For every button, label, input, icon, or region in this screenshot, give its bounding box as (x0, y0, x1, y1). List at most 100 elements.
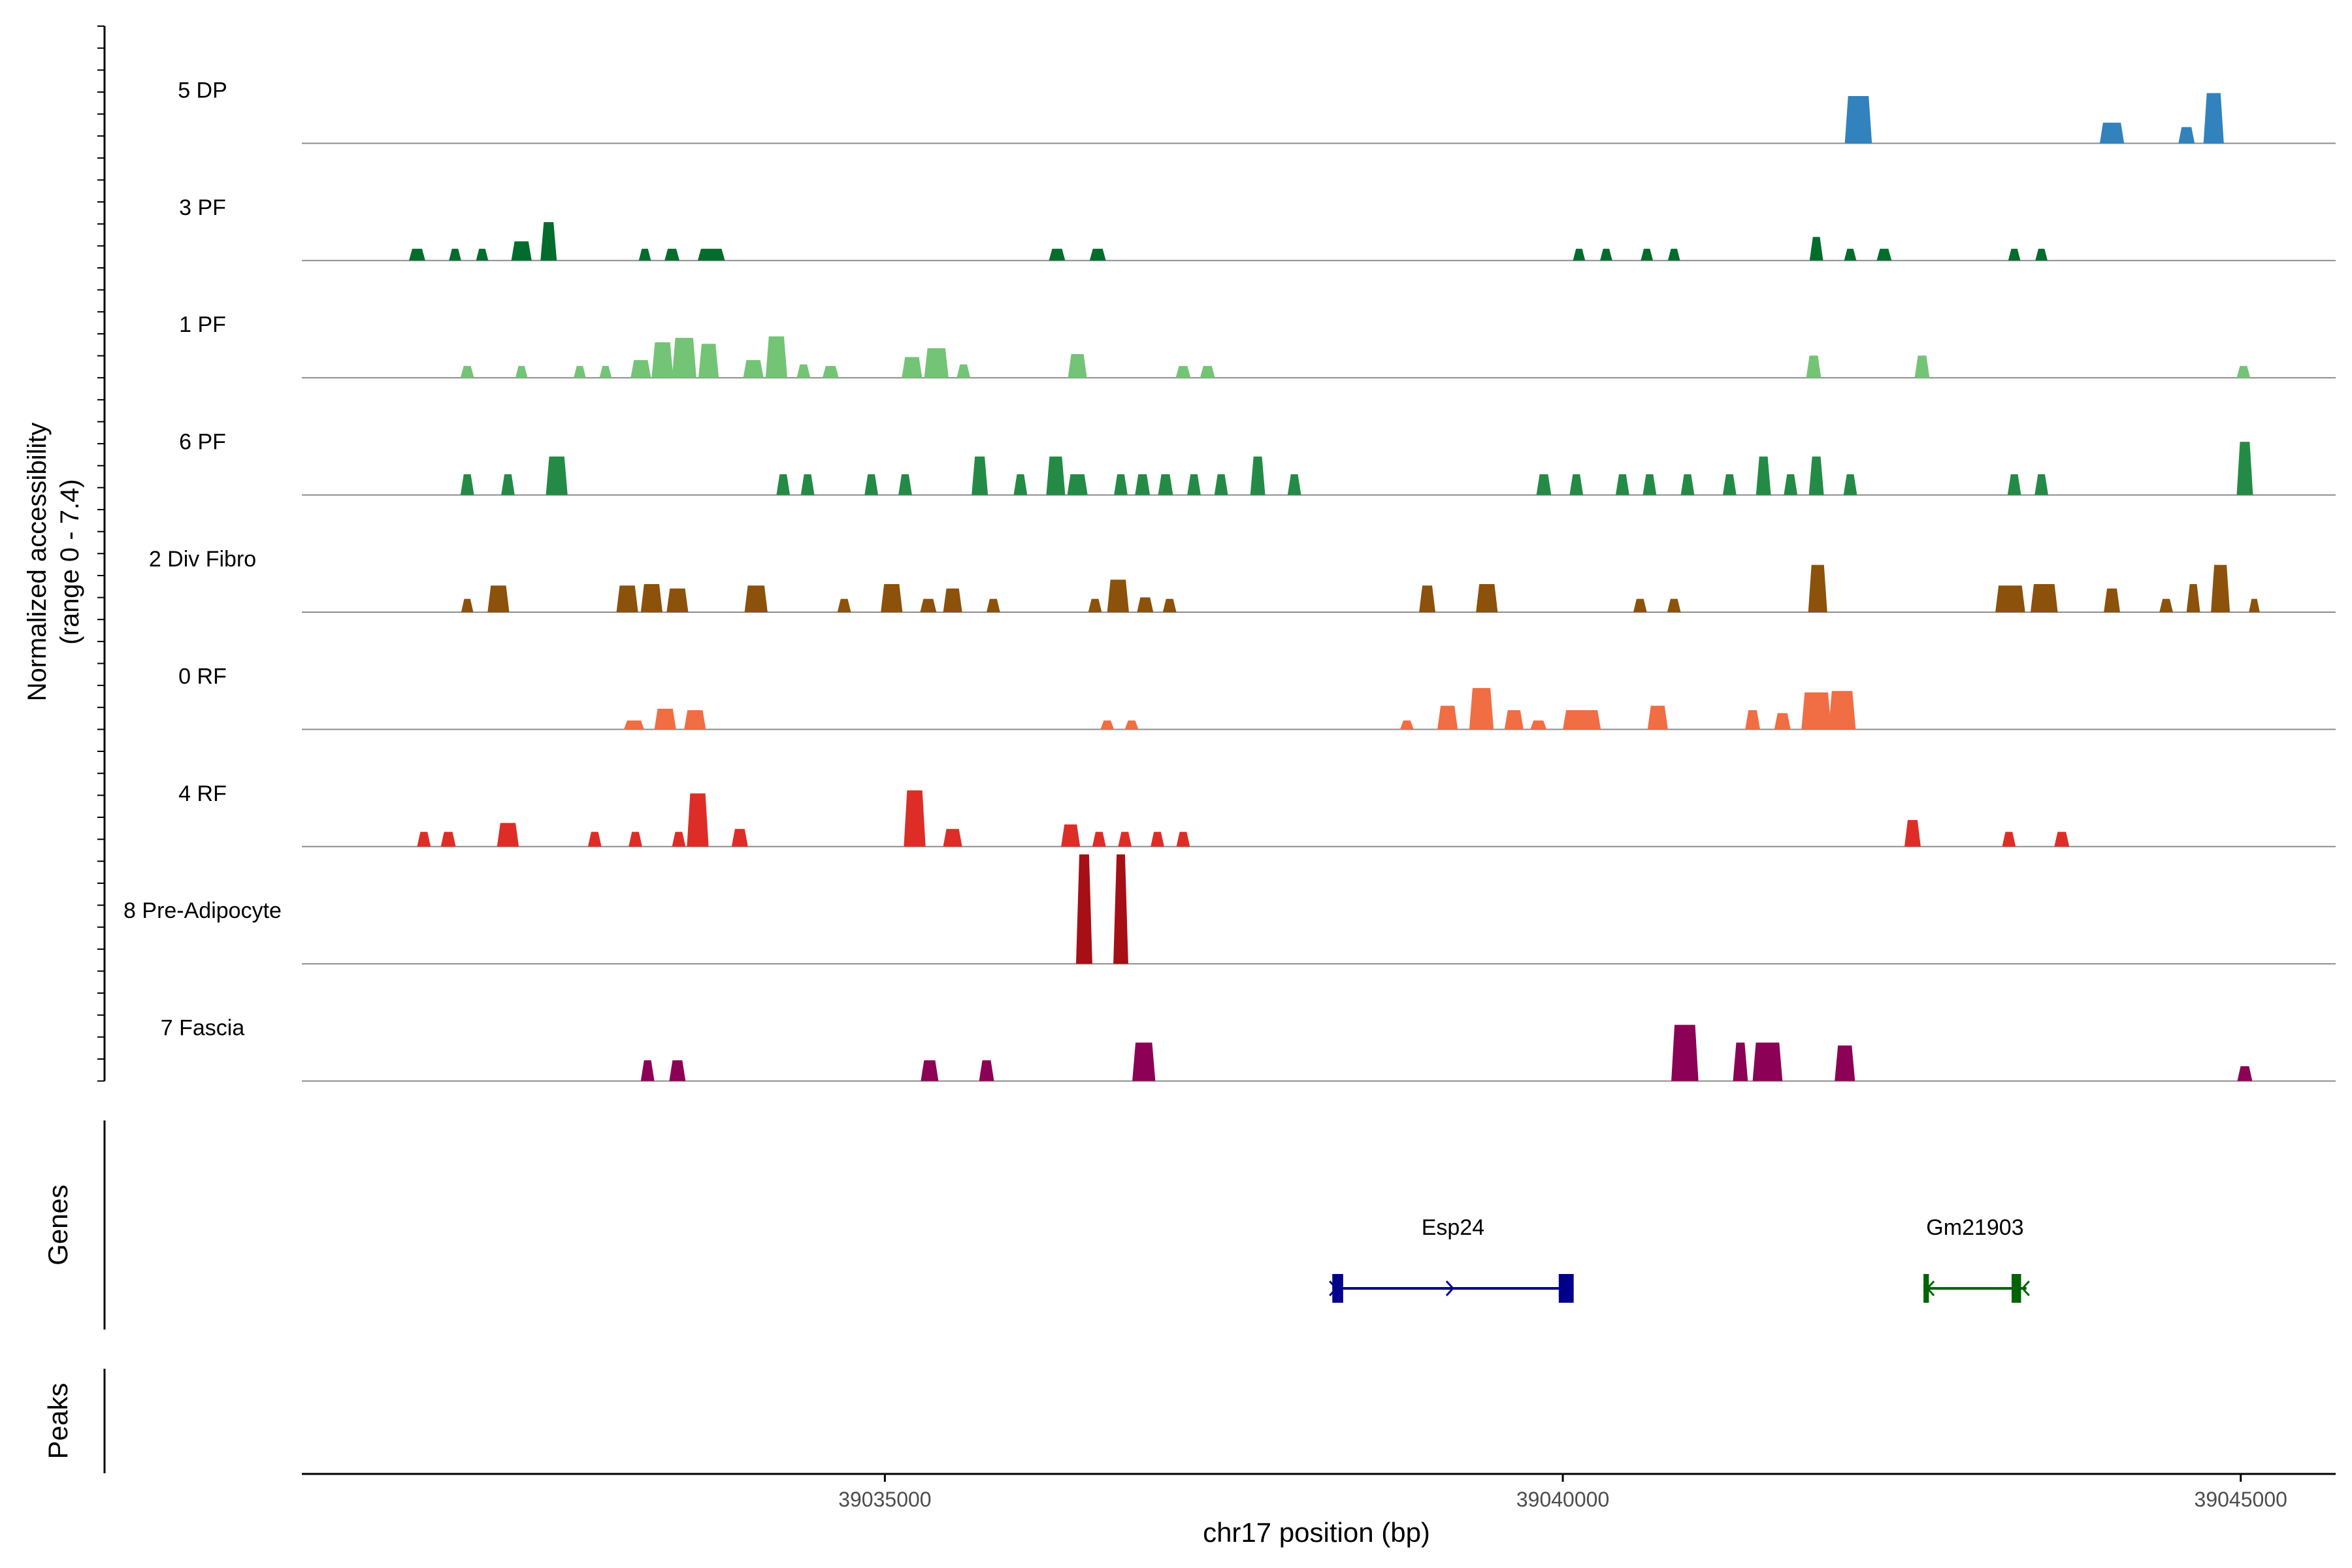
accessibility-peak (1808, 564, 1827, 612)
accessibility-peak (837, 598, 851, 612)
accessibility-peak (776, 474, 791, 495)
accessibility-peak (1250, 456, 1266, 495)
accessibility-peak (1633, 598, 1647, 612)
accessibility-peak (902, 357, 923, 378)
accessibility-peak (460, 474, 474, 495)
accessibility-peak (1844, 96, 1872, 144)
accessibility-peak (1843, 474, 1857, 495)
accessibility-peak (1419, 585, 1435, 612)
accessibility-peak (640, 584, 662, 612)
accessibility-peak (822, 366, 839, 378)
accessibility-peak (1437, 706, 1458, 730)
accessibility-peak (796, 364, 811, 378)
accessibility-peak (1647, 706, 1668, 730)
accessibility-peak (1722, 474, 1737, 495)
accessibility-peak (1162, 598, 1177, 612)
accessibility-peak (623, 720, 644, 730)
accessibility-peak (1904, 820, 1921, 847)
accessibility-peak (1107, 580, 1129, 612)
accessibility-peak (501, 474, 515, 495)
accessibility-peak (1158, 474, 1173, 495)
accessibility-peak (540, 222, 557, 261)
track-5-dp: 5 DP (178, 78, 2336, 144)
accessibility-peak (943, 588, 962, 612)
strand-arrow (1329, 1280, 1338, 1297)
accessibility-peak (1536, 474, 1552, 495)
accessibility-peak (1088, 598, 1102, 612)
accessibility-peak (1616, 474, 1629, 495)
accessibility-peak (1113, 854, 1128, 964)
track-4-rf: 4 RF (178, 781, 2336, 847)
track-6-pf: 6 PF (179, 430, 2336, 496)
track-label: 6 PF (179, 430, 226, 455)
axes: Normalized accessibility (range 0 - 7.4)… (23, 25, 2336, 1548)
accessibility-peak (2159, 598, 2173, 612)
gene-gm21903: Gm21903 (1923, 1215, 2030, 1303)
track-8-pre-adipocyte: 8 Pre-Adipocyte (123, 854, 2336, 965)
accessibility-peak (1995, 585, 2025, 612)
accessibility-peak (1563, 710, 1601, 730)
track-1-pf: 1 PF (179, 312, 2336, 379)
accessibility-peak (2054, 832, 2070, 847)
track-label: 5 DP (178, 78, 227, 103)
accessibility-peak (1068, 354, 1087, 378)
accessibility-peak (1756, 456, 1771, 495)
accessibility-peak (449, 248, 461, 261)
y-axis-title-line2: (range 0 - 7.4) (56, 479, 84, 644)
accessibility-peak (2104, 588, 2120, 612)
accessibility-peak (2035, 248, 2048, 261)
accessibility-peak (497, 823, 519, 847)
accessibility-peak (920, 598, 937, 612)
accessibility-peak (881, 584, 903, 612)
accessibility-peak (1809, 237, 1823, 261)
accessibility-peak (2031, 584, 2058, 612)
accessibility-peak (1135, 474, 1151, 495)
accessibility-peak (684, 710, 706, 730)
accessibility-peak (511, 241, 532, 261)
accessibility-peak (1476, 584, 1498, 612)
accessibility-peak (651, 342, 674, 378)
accessibility-peak (1469, 688, 1494, 730)
track-label: 3 PF (179, 195, 226, 220)
accessibility-peak (1806, 355, 1821, 378)
gene-exon (1332, 1274, 1343, 1303)
track-label: 7 Fascia (161, 1016, 245, 1041)
accessibility-peak (2236, 366, 2251, 378)
x-tick-label: 39040000 (1516, 1488, 1609, 1511)
accessibility-peak (669, 1060, 686, 1081)
accessibility-peak (972, 456, 988, 495)
accessibility-peak (731, 828, 748, 847)
accessibility-peak (2099, 122, 2125, 144)
x-tick-label: 39035000 (838, 1488, 931, 1511)
gene-label: Gm21903 (1926, 1215, 2023, 1240)
accessibility-peak (1214, 474, 1228, 495)
accessibility-peak (1914, 355, 1930, 378)
accessibility-peak (666, 588, 689, 612)
accessibility-peak (1667, 598, 1681, 612)
accessibility-peak (744, 585, 768, 612)
accessibility-peak (460, 366, 474, 378)
accessibility-peak (2002, 832, 2016, 847)
strand-arrow (2021, 1280, 2030, 1297)
accessibility-peak (640, 1060, 655, 1081)
accessibility-peak (979, 1060, 994, 1081)
accessibility-peak (1671, 1024, 1699, 1081)
accessibility-peak (921, 1060, 939, 1081)
accessibility-peak (864, 474, 878, 495)
gene-label: Esp24 (1422, 1215, 1484, 1240)
accessibility-peak (898, 474, 912, 495)
track-7-fascia: 7 Fascia (161, 1016, 2336, 1082)
accessibility-peak (1745, 710, 1760, 730)
accessibility-peak (1733, 1042, 1748, 1081)
accessibility-peak (1752, 1042, 1783, 1081)
accessibility-peak (487, 585, 510, 612)
accessibility-peak (440, 832, 456, 847)
accessibility-peak (1504, 710, 1524, 730)
accessibility-peak (1530, 720, 1547, 730)
accessibility-peak (2008, 248, 2021, 261)
track-3-pf: 3 PF (179, 195, 2336, 261)
track-label: 2 Div Fibro (149, 547, 256, 572)
accessibility-peak (1100, 720, 1115, 730)
strand-arrow (1926, 1280, 1935, 1297)
